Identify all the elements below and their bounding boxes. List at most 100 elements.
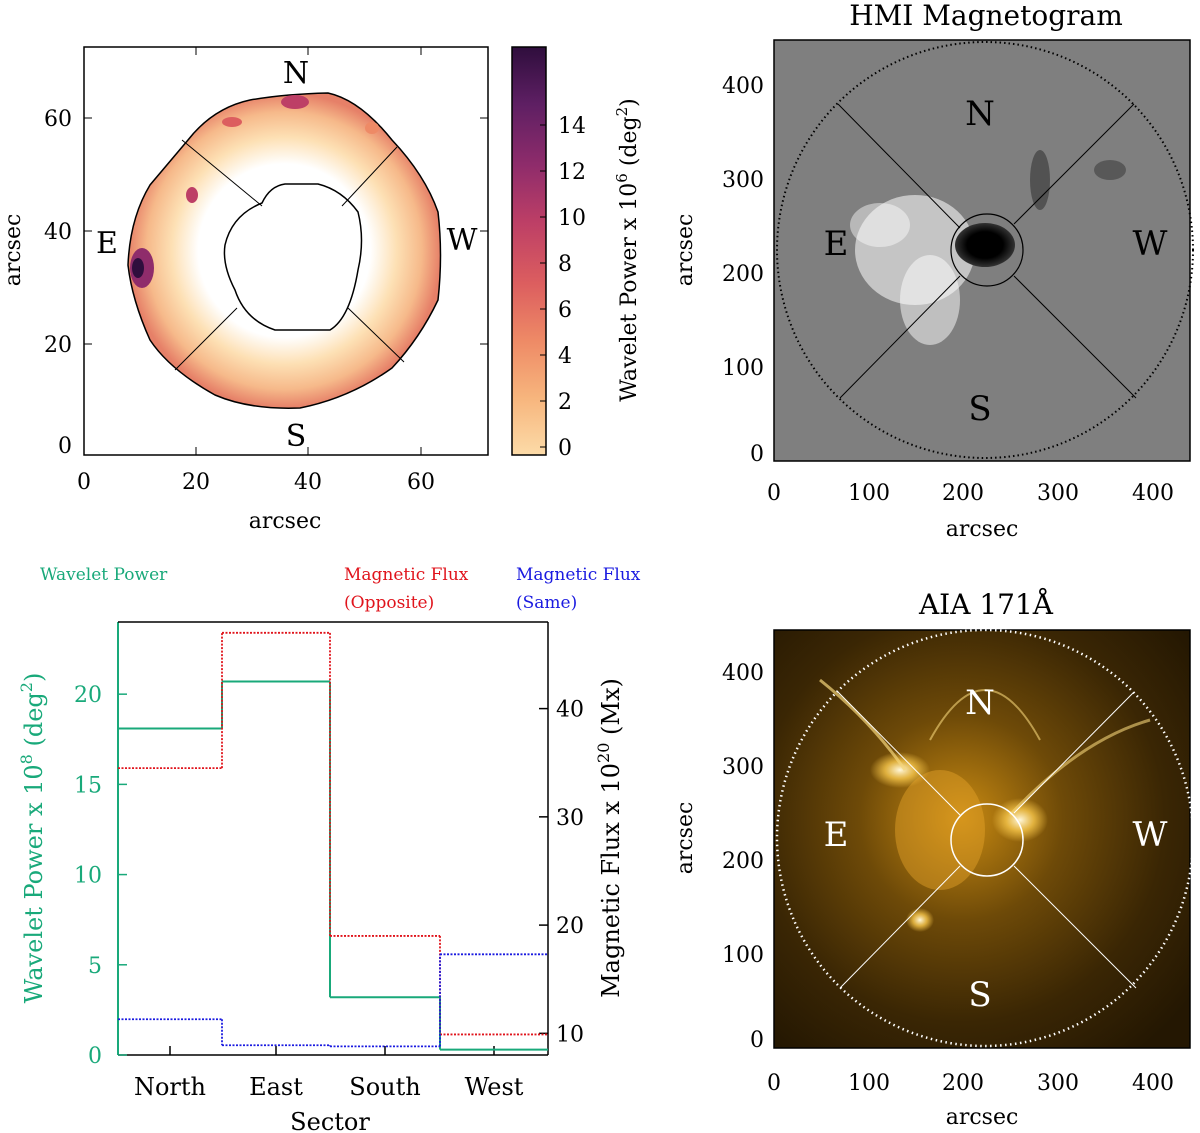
sector-label-n: N [965, 683, 995, 723]
aia-ylabel: arcsec [673, 802, 698, 875]
plage-positive-south [900, 255, 960, 345]
legend-wavelet-power: Wavelet Power [40, 565, 168, 585]
sector-label-w: W [1133, 224, 1168, 264]
histogram-panel: Wavelet Power Magnetic Flux (Opposite) M… [17, 565, 641, 1133]
x-tick: 100 [848, 481, 890, 506]
colorbar-tick: 6 [558, 298, 572, 323]
left-ylabel: Wavelet Power x 108 (deg2) [17, 673, 48, 1004]
magnetogram-annulus-inner [950, 213, 1024, 287]
sector-label-s: S [968, 975, 991, 1015]
right-tick-label: 40 [556, 698, 584, 723]
aia-features [819, 678, 1151, 932]
colorbar [511, 46, 547, 456]
legend-flux-same: Magnetic Flux [516, 565, 641, 585]
y-tick: 100 [722, 943, 764, 968]
magnetogram-title: HMI Magnetogram [849, 0, 1123, 32]
sector-line-ne [837, 691, 961, 816]
colorbar-tick-marks [540, 124, 546, 448]
power-hotspot-nw [222, 117, 242, 127]
loop-footpoint [870, 752, 930, 788]
sector-line-nw [1013, 103, 1135, 225]
left-tick-label: 15 [74, 773, 102, 798]
sector-label-n: N [965, 94, 995, 134]
sector-label-n: N [283, 56, 309, 91]
power-map-ylabel: arcsec [1, 214, 26, 287]
sector-label-e: E [824, 815, 849, 855]
right-tick-label: 30 [556, 806, 584, 831]
magnetogram-ylabel: arcsec [673, 214, 698, 287]
sector-line-nw [1013, 691, 1135, 814]
x-tick: 0 [767, 481, 781, 506]
sector-label-e: E [824, 224, 849, 264]
y-tick: 200 [722, 262, 764, 287]
sector-line-nw [341, 146, 398, 207]
aia-x-ticks: 0 100 200 300 400 [767, 1071, 1174, 1096]
y-tick: 0 [750, 1028, 764, 1053]
left-tick-label: 5 [88, 954, 102, 979]
left-tick-label: 20 [74, 683, 102, 708]
y-tick: 0 [750, 442, 764, 467]
aia-xlabel: arcsec [946, 1105, 1019, 1130]
sector-label-w: W [1133, 815, 1168, 855]
negative-flux-patch [1094, 160, 1126, 180]
colorbar-tick: 0 [558, 436, 572, 461]
power-map-y-ticks: 0 20 40 60 [44, 107, 72, 459]
plage-emission [895, 770, 985, 890]
left-tick-label: 0 [88, 1044, 102, 1069]
power-map-xlabel: arcsec [249, 509, 322, 534]
coronal-loop [1008, 718, 1151, 817]
y-tick: 60 [44, 107, 72, 132]
y-tick: 100 [722, 356, 764, 381]
colorbar-ticks: 0 2 4 6 8 10 12 14 [558, 114, 586, 461]
category-label: North [134, 1073, 206, 1101]
magnetogram-panel: HMI Magnetogram N E W S 0 100 200 300 40… [673, 0, 1194, 542]
aia-y-ticks: 0 100 200 300 400 [722, 661, 764, 1053]
negative-flux-patch [1030, 150, 1050, 210]
x-tick: 0 [767, 1071, 781, 1096]
histogram-marks: 0 5 10 15 20 10 20 30 40 North East South West [74, 631, 584, 1101]
magnetogram-annulus-outer [776, 41, 1194, 459]
legend-flux-opposite: Magnetic Flux [344, 565, 469, 585]
coronal-loop [819, 678, 907, 771]
y-tick: 40 [44, 220, 72, 245]
aia-title: AIA 171Å [918, 588, 1054, 621]
power-map-panel: N E W S 0 20 40 60 0 20 40 60 arcsec arc… [1, 46, 642, 534]
coronal-loop [929, 689, 1041, 741]
power-hotspot-ne [365, 122, 379, 134]
right-ylabel: Magnetic Flux x 1020 (Mx) [594, 678, 625, 998]
y-tick: 0 [58, 434, 72, 459]
aia-annulus-inner [950, 803, 1024, 877]
category-label: South [349, 1073, 420, 1101]
magnetogram-x-ticks: 0 100 200 300 400 [767, 481, 1174, 506]
power-peak-east [132, 258, 144, 278]
colorbar-tick: 4 [558, 344, 572, 369]
sector-label-w: W [447, 223, 478, 258]
sector-line-se [1013, 865, 1137, 989]
magnetogram-features [850, 150, 1126, 345]
x-tick: 400 [1132, 481, 1174, 506]
colorbar-tick: 8 [558, 252, 572, 277]
y-tick: 400 [722, 661, 764, 686]
category-label: East [249, 1073, 303, 1101]
right-tick-label: 20 [556, 914, 584, 939]
colorbar-tick: 2 [558, 390, 572, 415]
colorbar-tick: 10 [558, 206, 586, 231]
sector-line-ne [837, 103, 961, 229]
x-tick: 0 [77, 470, 91, 495]
left-tick-label: 10 [74, 864, 102, 889]
power-hotspot-e2 [186, 187, 198, 203]
sector-line-sw [174, 307, 238, 371]
sector-label-e: E [96, 226, 118, 261]
umbra-contour [223, 183, 363, 331]
legend-flux-opposite-sub: (Opposite) [344, 593, 434, 613]
colorbar-tick: 14 [558, 114, 586, 139]
x-tick: 40 [294, 470, 322, 495]
y-tick: 200 [722, 849, 764, 874]
power-hotspot-north [281, 95, 309, 109]
power-map-tick-marks [84, 47, 488, 455]
loop-footpoint [906, 908, 934, 932]
x-tick: 200 [942, 481, 984, 506]
legend-flux-same-sub: (Same) [516, 593, 577, 613]
sector-line-sw [839, 275, 961, 399]
